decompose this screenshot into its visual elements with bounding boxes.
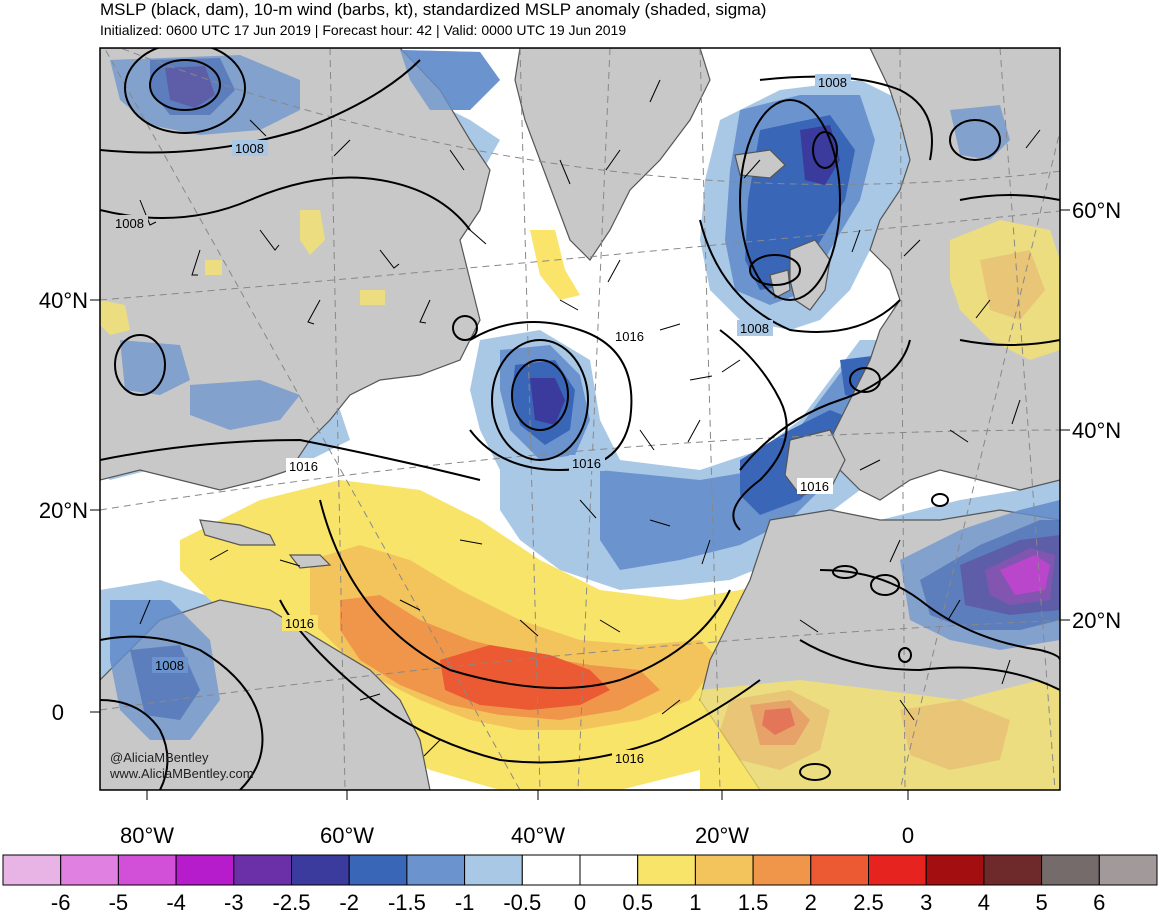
colorbar-tick-label: 2	[805, 890, 817, 912]
colorbar-tick-label: 5	[1035, 890, 1047, 912]
figure-subtitle: Initialized: 0600 UTC 17 Jun 2019 | Fore…	[100, 22, 627, 38]
contour-label: 1008	[115, 216, 144, 231]
colorbar-swatch	[117, 854, 177, 886]
colorbar-swatch	[1041, 854, 1100, 886]
colorbar-tick-label: -1.5	[388, 890, 426, 912]
colorbar-swatch	[521, 854, 581, 886]
colorbar-swatch	[2, 854, 62, 886]
colorbar-swatch	[694, 854, 754, 886]
lon-label: 60°W	[320, 823, 374, 848]
mslp-contours	[100, 48, 1060, 790]
lon-label: 80°W	[120, 823, 174, 848]
colorbar-swatch	[983, 854, 1043, 886]
lat-labels-right: 60°N 40°N 20°N	[1072, 198, 1121, 633]
contour-label: 1016	[800, 479, 829, 494]
contour-label: 1008	[155, 658, 184, 673]
lat-label: 40°N	[39, 288, 88, 313]
contour-label: 1008	[818, 75, 847, 90]
colorbar-labels: -6 -5 -4 -3 -2.5 -2 -1.5 -1 -0.5 0 0.5 1 1.5 2 2.5 3 4 5 6	[51, 890, 1106, 915]
lat-label: 20°N	[1072, 608, 1121, 633]
colorbar-tick-label: -5	[109, 890, 129, 912]
map-border	[99, 47, 1061, 791]
contour-label: 1016	[289, 459, 318, 474]
graticule	[100, 48, 1060, 790]
lon-label: 20°W	[695, 823, 749, 848]
colorbar-swatch	[637, 854, 696, 886]
colorbar-tick-label: 0.5	[622, 890, 653, 912]
lon-label: 40°W	[511, 823, 565, 848]
lat-label: 40°N	[1072, 418, 1121, 443]
axis-ticks	[90, 209, 1070, 800]
colorbar-tick-label: -6	[51, 890, 71, 912]
colorbar-tick-label: -1	[455, 890, 475, 912]
colorbar-swatch	[810, 854, 869, 886]
colorbar	[2, 854, 1158, 886]
colorbar-swatch	[868, 854, 927, 886]
wind-barbs	[139, 79, 1041, 757]
credit-handle: @AliciaMBentley	[110, 750, 209, 765]
lat-label: 20°N	[39, 498, 88, 523]
credit-text: @AliciaMBentley www.AliciaMBentley.com	[110, 750, 254, 782]
contour-label: 1008	[235, 141, 264, 156]
anomaly-over-land	[100, 50, 1060, 790]
colorbar-tick-label: 6	[1093, 890, 1105, 912]
colorbar-swatch	[1098, 854, 1158, 886]
colorbar-swatch	[291, 854, 350, 886]
contour-label: 1016	[285, 616, 314, 631]
colorbar-swatch	[752, 854, 812, 886]
colorbar-tick-label: -4	[166, 890, 186, 912]
colorbar-swatch	[175, 854, 235, 886]
contour-label: 1016	[572, 456, 601, 471]
lat-label: 0	[52, 700, 64, 725]
colorbar-swatch	[406, 854, 466, 886]
colorbar-tick-label: -2	[339, 890, 359, 912]
lat-labels-left: 40°N 20°N 0	[39, 288, 88, 725]
colorbar-swatch	[233, 854, 293, 886]
colorbar-tick-label: 1	[689, 890, 701, 912]
colorbar-tick-label: 3	[920, 890, 932, 912]
colorbar-tick-label: -2.5	[273, 890, 311, 912]
colorbar-swatch	[60, 854, 119, 886]
map-panel: 1008 1008 1008 1008 1016 1016 1016 1016 …	[100, 48, 1060, 790]
lon-labels: 80°W 60°W 40°W 20°W 0	[120, 823, 914, 848]
contour-label: 1016	[615, 329, 644, 344]
colorbar-tick-label: -0.5	[503, 890, 541, 912]
lat-label: 60°N	[1072, 198, 1121, 223]
contour-label: 1016	[615, 751, 644, 766]
contour-label: 1008	[740, 321, 769, 336]
colorbar-tick-label: -3	[224, 890, 244, 912]
colorbar-tick-label: 2.5	[853, 890, 884, 912]
lon-label: 0	[902, 823, 914, 848]
colorbar-tick-label: 0	[574, 890, 586, 912]
credit-url: www.AliciaMBentley.com	[110, 766, 254, 781]
colorbar-swatch	[925, 854, 985, 886]
colorbar-tick-label: 4	[978, 890, 990, 912]
colorbar-swatch	[348, 854, 408, 886]
colorbar-swatch	[579, 854, 639, 886]
figure-title: MSLP (black, dam), 10-m wind (barbs, kt)…	[100, 0, 767, 19]
colorbar-swatch	[464, 854, 523, 886]
contour-labels: 1008 1008 1008 1008 1016 1016 1016 1016 …	[112, 74, 851, 766]
colorbar-tick-label: 1.5	[738, 890, 769, 912]
